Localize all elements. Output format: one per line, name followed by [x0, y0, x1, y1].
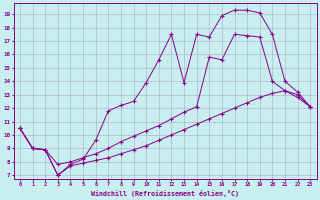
X-axis label: Windchill (Refroidissement éolien,°C): Windchill (Refroidissement éolien,°C) — [91, 190, 239, 197]
